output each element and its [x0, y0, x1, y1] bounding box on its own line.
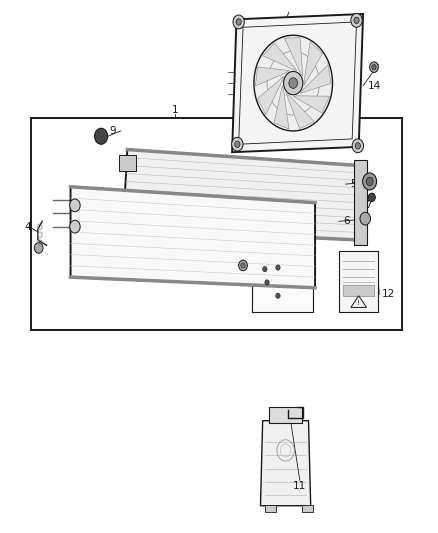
Polygon shape — [286, 93, 314, 128]
Circle shape — [352, 139, 364, 153]
Polygon shape — [123, 150, 359, 240]
Circle shape — [241, 263, 245, 268]
Text: 5: 5 — [350, 179, 357, 189]
Circle shape — [289, 78, 297, 88]
Polygon shape — [263, 43, 297, 70]
Text: 11: 11 — [293, 481, 307, 490]
Text: 13: 13 — [271, 30, 285, 41]
Circle shape — [284, 71, 303, 95]
Bar — [265, 505, 276, 512]
Polygon shape — [258, 77, 283, 115]
Text: 6: 6 — [343, 216, 350, 227]
Polygon shape — [261, 421, 311, 506]
Circle shape — [95, 128, 108, 144]
Text: 3: 3 — [102, 190, 109, 200]
Circle shape — [276, 293, 280, 298]
Circle shape — [232, 138, 243, 151]
Bar — [302, 505, 313, 512]
Circle shape — [70, 220, 80, 233]
Bar — [269, 407, 302, 423]
Bar — [343, 285, 374, 296]
Circle shape — [235, 141, 240, 148]
Text: 14: 14 — [367, 81, 381, 91]
Circle shape — [254, 35, 332, 131]
Circle shape — [276, 265, 280, 270]
Circle shape — [239, 260, 247, 271]
Text: 1: 1 — [172, 104, 179, 115]
Polygon shape — [71, 187, 315, 288]
Circle shape — [368, 193, 375, 201]
Bar — [252, 251, 313, 312]
Text: 2: 2 — [242, 126, 248, 136]
Circle shape — [265, 280, 269, 285]
Text: 4: 4 — [25, 222, 32, 232]
Polygon shape — [274, 86, 289, 129]
Bar — [31, 118, 403, 330]
Circle shape — [363, 173, 377, 190]
Circle shape — [351, 13, 362, 27]
Circle shape — [372, 64, 376, 70]
Polygon shape — [119, 155, 136, 171]
Polygon shape — [284, 38, 303, 76]
Circle shape — [354, 17, 359, 23]
Text: 8: 8 — [275, 280, 281, 290]
Polygon shape — [300, 64, 331, 93]
Circle shape — [70, 199, 80, 212]
Polygon shape — [354, 160, 367, 245]
Text: 12: 12 — [381, 289, 395, 299]
Circle shape — [34, 243, 43, 253]
Bar — [339, 251, 378, 312]
Text: 10: 10 — [230, 257, 243, 267]
Text: 9: 9 — [110, 126, 117, 136]
Circle shape — [236, 19, 241, 25]
Circle shape — [370, 62, 378, 72]
Text: !: ! — [357, 300, 360, 306]
Circle shape — [233, 15, 244, 29]
Polygon shape — [304, 42, 322, 85]
Polygon shape — [255, 67, 289, 86]
Circle shape — [355, 143, 360, 149]
Circle shape — [360, 212, 371, 225]
Polygon shape — [232, 14, 363, 152]
Circle shape — [263, 266, 267, 272]
Polygon shape — [293, 96, 330, 113]
Text: 7: 7 — [365, 200, 372, 211]
Circle shape — [366, 177, 373, 185]
